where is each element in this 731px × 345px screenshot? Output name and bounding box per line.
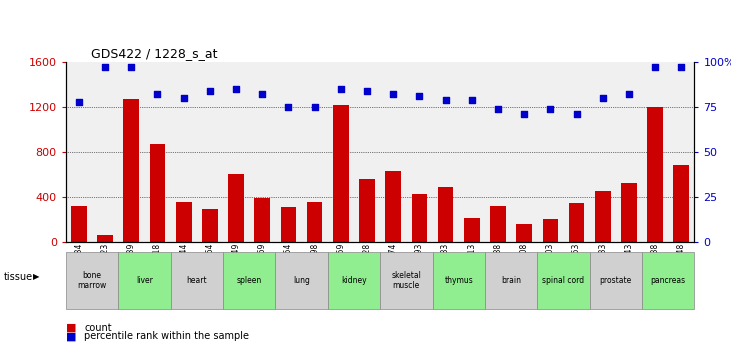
Bar [537, 252, 590, 309]
Point [518, 111, 530, 117]
Bar [124, 99, 139, 241]
Bar [71, 206, 87, 242]
Text: bone
marrow: bone marrow [77, 270, 107, 290]
Bar [648, 107, 663, 242]
Text: heart: heart [186, 276, 207, 285]
Bar [150, 144, 165, 241]
Text: GDS422 / 1228_s_at: GDS422 / 1228_s_at [91, 47, 217, 60]
Point [466, 97, 477, 102]
Bar [590, 252, 642, 309]
Text: ■: ■ [66, 323, 76, 333]
Bar [464, 218, 480, 241]
Point [492, 106, 504, 111]
Point [335, 86, 346, 92]
Point [361, 88, 373, 93]
Bar [412, 194, 427, 242]
Point [545, 106, 556, 111]
Point [387, 92, 399, 97]
Point [73, 99, 85, 104]
Point [178, 95, 189, 101]
Bar [485, 252, 537, 309]
Point [440, 97, 452, 102]
Text: prostate: prostate [599, 276, 632, 285]
Point [204, 88, 216, 93]
Point [230, 86, 242, 92]
Bar [228, 174, 244, 241]
Text: skeletal
muscle: skeletal muscle [391, 270, 421, 290]
Bar [66, 252, 118, 309]
Bar [202, 209, 218, 242]
Point [649, 65, 661, 70]
Point [151, 92, 163, 97]
Bar [433, 252, 485, 309]
Bar [333, 105, 349, 241]
Point [99, 65, 111, 70]
Point [257, 92, 268, 97]
Bar [281, 207, 296, 242]
Point [623, 92, 635, 97]
Bar [621, 183, 637, 242]
Bar [307, 202, 322, 242]
Text: spleen: spleen [237, 276, 262, 285]
Text: pancreas: pancreas [651, 276, 686, 285]
Text: lung: lung [293, 276, 310, 285]
Text: tissue: tissue [4, 272, 33, 282]
Bar [254, 198, 270, 241]
Bar [542, 219, 558, 242]
Bar [385, 171, 401, 242]
Bar [569, 203, 584, 241]
Text: thymus: thymus [444, 276, 473, 285]
Bar [175, 202, 192, 242]
Bar [595, 191, 610, 242]
Bar [490, 206, 506, 242]
Bar [97, 235, 113, 242]
Point [283, 104, 295, 110]
Text: kidney: kidney [341, 276, 367, 285]
Point [126, 65, 137, 70]
Text: liver: liver [136, 276, 153, 285]
Bar [673, 165, 689, 242]
Point [597, 95, 609, 101]
Bar [642, 252, 694, 309]
Bar [170, 252, 223, 309]
Bar [118, 252, 170, 309]
Point [308, 104, 320, 110]
Bar [327, 252, 380, 309]
Bar [380, 252, 433, 309]
Text: count: count [84, 323, 112, 333]
Text: percentile rank within the sample: percentile rank within the sample [84, 332, 249, 341]
Text: spinal cord: spinal cord [542, 276, 585, 285]
Text: ▶: ▶ [33, 272, 39, 282]
Bar [223, 252, 276, 309]
Bar [276, 252, 327, 309]
Point [675, 65, 687, 70]
Point [571, 111, 583, 117]
Bar [359, 179, 375, 242]
Bar [516, 224, 532, 241]
Bar [438, 187, 453, 242]
Point [414, 93, 425, 99]
Text: ■: ■ [66, 332, 76, 341]
Text: brain: brain [501, 276, 521, 285]
